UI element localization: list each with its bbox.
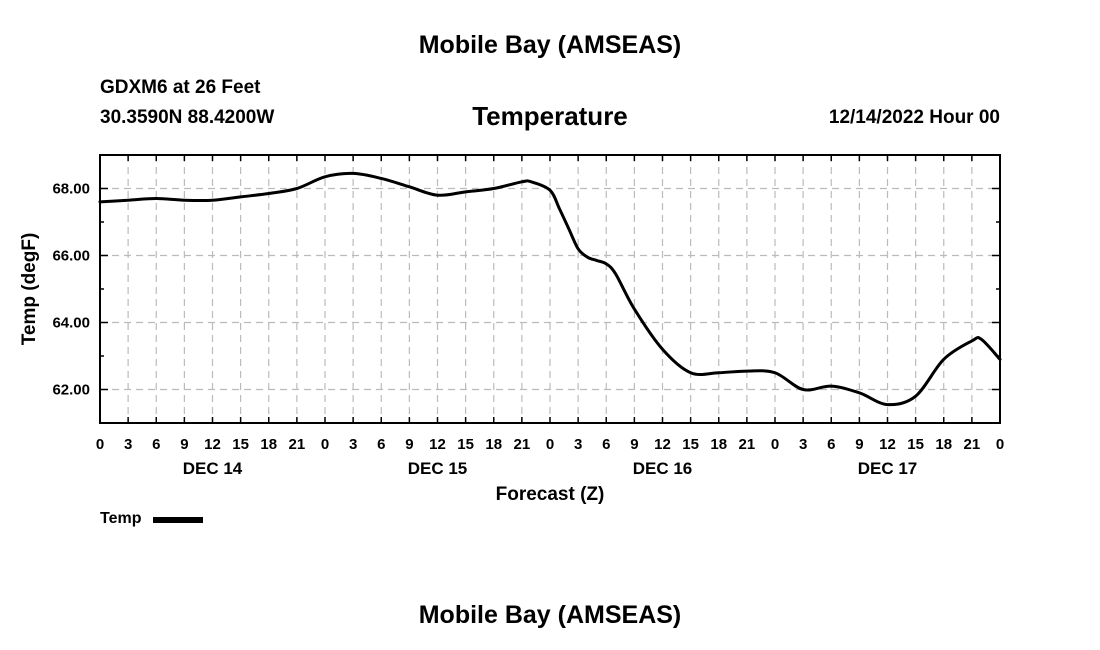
x-tick-label: 18 (710, 436, 727, 453)
x-tick-label: 15 (682, 436, 699, 453)
x-tick-label: 12 (204, 436, 221, 453)
x-tick-label: 0 (771, 436, 779, 453)
x-tick-label: 12 (429, 436, 446, 453)
x-tick-label: 6 (377, 436, 385, 453)
x-tick-label: 3 (349, 436, 357, 453)
x-tick-label: 0 (546, 436, 554, 453)
x-tick-label: 6 (602, 436, 610, 453)
series-line-temp (98, 171, 1002, 407)
y-tick-label: 66.00 (52, 248, 90, 265)
x-tick-label: 3 (574, 436, 582, 453)
y-tick-label: 64.00 (52, 315, 90, 332)
grid (100, 155, 1000, 423)
x-tick-label: 6 (152, 436, 160, 453)
x-tick-label: 9 (855, 436, 863, 453)
x-tick-label: 0 (321, 436, 329, 453)
x-day-label: DEC 17 (858, 459, 918, 478)
x-tick-label: 3 (124, 436, 132, 453)
x-tick-label: 12 (654, 436, 671, 453)
x-tick-label: 21 (964, 436, 981, 453)
run-time: 12/14/2022 Hour 00 (828, 107, 1000, 128)
x-tick-label: 0 (996, 436, 1004, 453)
x-tick-label: 21 (514, 436, 531, 453)
series-layer (98, 171, 1002, 407)
x-tick-label: 0 (96, 436, 104, 453)
footer-page-title: Mobile Bay (AMSEAS) (418, 601, 682, 629)
station-coordinates: 30.3590N 88.4200W (100, 107, 275, 128)
legend: Temp (100, 510, 204, 528)
x-tick-label: 9 (630, 436, 638, 453)
axes: 0 3 6 9 12 15 18 21 0 3 6 9 12 15 18 21 0 3 6 9 12 15 18 21 0 3 6 9… (52, 154, 1004, 478)
x-tick-label: 15 (232, 436, 249, 453)
x-tick-label: 9 (405, 436, 413, 453)
x-tick-label: 3 (799, 436, 807, 453)
x-tick-label: 21 (739, 436, 756, 453)
x-day-label: DEC 14 (183, 459, 243, 478)
y-axis-title: Temp (degF) (19, 233, 40, 346)
x-tick-label: 6 (827, 436, 835, 453)
legend-line-swatch (153, 517, 204, 523)
chart-title: Temperature (472, 101, 628, 131)
y-tick-label: 68.00 (52, 181, 90, 198)
x-day-label: DEC 16 (633, 459, 693, 478)
x-tick-label: 18 (935, 436, 952, 453)
legend-label: Temp (100, 510, 142, 527)
x-tick-label: 18 (485, 436, 502, 453)
y-tick-label: 62.00 (52, 382, 90, 399)
x-tick-label: 12 (879, 436, 896, 453)
x-tick-label: 9 (180, 436, 188, 453)
x-day-label: DEC 15 (408, 459, 468, 478)
station-label: GDXM6 at 26 Feet (100, 77, 261, 98)
x-tick-label: 21 (289, 436, 306, 453)
x-axis-title: Forecast (Z) (496, 484, 605, 505)
x-tick-label: 18 (260, 436, 277, 453)
x-tick-label: 15 (907, 436, 924, 453)
page-title: Mobile Bay (AMSEAS) (418, 31, 682, 59)
x-tick-label: 15 (457, 436, 474, 453)
